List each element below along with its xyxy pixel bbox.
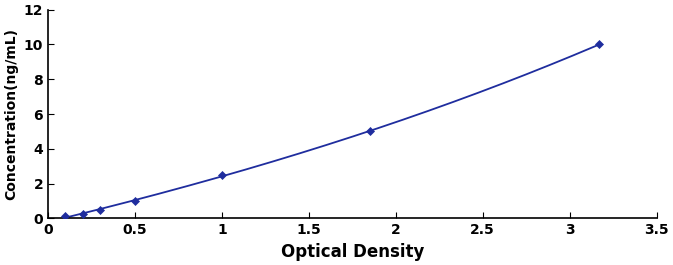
Y-axis label: Concentration(ng/mL): Concentration(ng/mL) — [4, 28, 18, 200]
X-axis label: Optical Density: Optical Density — [281, 243, 424, 261]
